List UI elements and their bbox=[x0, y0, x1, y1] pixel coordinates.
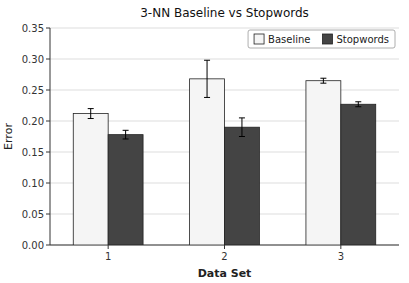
bar bbox=[225, 127, 260, 245]
error-cap bbox=[320, 78, 326, 79]
legend-swatch bbox=[322, 34, 332, 44]
y-tick bbox=[46, 59, 50, 60]
y-tick-label: 0.35 bbox=[22, 23, 44, 34]
chart: 0.00 0.05 0.10 0.15 0.20 0.25 0.30 0.35 1 2 3 3-NN … bbox=[0, 0, 409, 283]
axes: 0.00 0.05 0.10 0.15 0.20 0.25 0.30 0.35 1 2 3 bbox=[22, 23, 399, 263]
legend-label: Baseline bbox=[268, 34, 310, 45]
error-line bbox=[358, 102, 359, 107]
bar bbox=[341, 104, 376, 245]
error-cap bbox=[355, 101, 361, 102]
y-tick bbox=[46, 121, 50, 122]
legend-label: Stopwords bbox=[336, 34, 389, 45]
error-cap bbox=[123, 130, 129, 131]
x-tick-label: 3 bbox=[338, 251, 344, 262]
x-tick bbox=[224, 245, 225, 249]
error-cap bbox=[88, 108, 94, 109]
error-line bbox=[207, 60, 208, 97]
x-tick-label: 2 bbox=[221, 251, 227, 262]
y-tick bbox=[46, 152, 50, 153]
y-tick bbox=[46, 28, 50, 29]
y-tick-label: 0.15 bbox=[22, 147, 44, 158]
bar bbox=[306, 81, 341, 245]
error-bar bbox=[88, 109, 94, 119]
y-axis-line bbox=[50, 28, 51, 245]
error-bar bbox=[320, 78, 326, 83]
title: 3-NN Baseline vs Stopwords bbox=[140, 6, 309, 20]
bar bbox=[108, 135, 143, 245]
x-axis-label: Data Set bbox=[198, 267, 252, 280]
x-tick-label: 1 bbox=[105, 251, 111, 262]
error-line bbox=[125, 130, 126, 139]
y-axis-label: Error bbox=[2, 123, 15, 150]
x-tick bbox=[108, 245, 109, 249]
y-tick-label: 0.00 bbox=[22, 240, 44, 251]
error-bar bbox=[239, 118, 245, 137]
legend: Baseline Stopwords bbox=[248, 30, 395, 48]
error-cap bbox=[320, 83, 326, 84]
error-line bbox=[323, 78, 324, 83]
bar bbox=[73, 114, 108, 245]
chart-container: 0.00 0.05 0.10 0.15 0.20 0.25 0.30 0.35 1 2 3 3-NN … bbox=[0, 0, 409, 283]
grid bbox=[50, 28, 399, 245]
y-tick-label: 0.05 bbox=[22, 209, 44, 220]
y-tick-label: 0.25 bbox=[22, 85, 44, 96]
grid-line bbox=[50, 59, 399, 60]
y-tick-label: 0.10 bbox=[22, 178, 44, 189]
error-cap bbox=[204, 60, 210, 61]
bar bbox=[190, 79, 225, 245]
error-cap bbox=[88, 118, 94, 119]
legend-swatch bbox=[254, 34, 264, 44]
error-bar bbox=[123, 130, 129, 139]
y-tick bbox=[46, 183, 50, 184]
x-tick bbox=[340, 245, 341, 249]
y-tick-label: 0.30 bbox=[22, 54, 44, 65]
grid-line bbox=[50, 28, 399, 29]
error-cap bbox=[123, 138, 129, 139]
y-tick bbox=[46, 214, 50, 215]
legend-box bbox=[248, 30, 395, 48]
error-bar bbox=[204, 60, 210, 97]
error-line bbox=[241, 118, 242, 137]
error-bar bbox=[355, 102, 361, 107]
error-line bbox=[90, 109, 91, 119]
error-cap bbox=[239, 117, 245, 118]
error-cap bbox=[355, 106, 361, 107]
y-tick-label: 0.20 bbox=[22, 116, 44, 127]
y-tick bbox=[46, 90, 50, 91]
bars bbox=[73, 60, 375, 245]
y-tick bbox=[46, 245, 50, 246]
error-cap bbox=[239, 136, 245, 137]
error-cap bbox=[204, 97, 210, 98]
